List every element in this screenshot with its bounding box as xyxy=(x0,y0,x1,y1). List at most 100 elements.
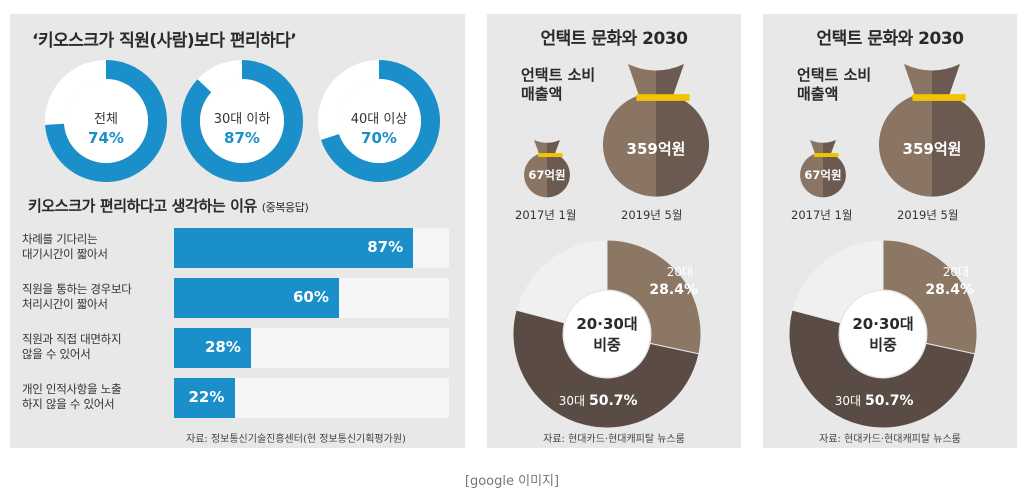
small-money-bag: 67억원 xyxy=(800,140,846,198)
large-money-bag: 359억원 xyxy=(602,64,710,197)
bag-tie xyxy=(912,94,966,101)
small-bag-date: 2017년 1월 xyxy=(515,208,577,222)
reason-1-line2: 대기시간이 짧아서 xyxy=(22,247,108,261)
donut-blue-segment xyxy=(180,60,303,182)
kiosk-panel: ‘키오스크가 직원(사람)보다 편리하다’ 전체 74% 30대 이하 87% … xyxy=(10,14,465,448)
reason-bar-2 xyxy=(174,278,339,318)
donut-under30-name: 30대 이하 xyxy=(213,112,271,127)
reason-bar-label-4: 22% xyxy=(188,388,225,406)
untact-title: 언택트 문화와 2030 xyxy=(540,29,689,49)
bag-light-half xyxy=(878,64,932,197)
donut-30s-segment xyxy=(512,309,700,429)
donut-over40-name: 40대 이상 xyxy=(350,112,408,127)
donut-under30-value: 87% xyxy=(224,129,260,147)
donut-20s-segment xyxy=(882,239,978,355)
reason-2-line2: 처리시간이 짧아서 xyxy=(22,297,108,311)
donut-30s-segment xyxy=(788,309,976,429)
seg30-value: 50.7% xyxy=(589,393,638,409)
kiosk-donuts xyxy=(44,60,440,182)
reason-4-line2: 하지 않을 수 있어서 xyxy=(22,397,115,411)
reason-3-line2: 않을 수 있어서 xyxy=(22,347,91,361)
donut-remaining-segment xyxy=(44,60,106,125)
reasons-subtitle-note: (중복응답) xyxy=(261,201,309,214)
reason-bar-track-2: 60% xyxy=(174,278,449,318)
bag-tie xyxy=(813,153,839,158)
untact-source: 자료: 현대카드·현대캐피탈 뉴스룸 xyxy=(819,434,961,445)
donut-other-segment xyxy=(791,239,884,324)
donut-hole xyxy=(337,79,421,163)
donut-center-line2: 비중 xyxy=(593,336,621,354)
sales-label-line2: 매출액 xyxy=(521,85,563,103)
bag-tie xyxy=(537,153,563,158)
donut-hole xyxy=(64,79,148,163)
donut-other-segment xyxy=(515,239,608,324)
reasons-subtitle: 키오스크가 편리하다고 생각하는 이유 (중복응답) xyxy=(28,195,309,216)
donut-blue-segment xyxy=(45,60,168,182)
bag-tie xyxy=(636,94,690,101)
reason-bar-1 xyxy=(174,228,414,268)
reason-3-line1: 직원과 직접 대면하지 xyxy=(22,332,122,346)
sales-label: 언택트 소비 매출액 xyxy=(797,66,871,104)
reason-bar-label-1: 87% xyxy=(367,238,404,256)
large-bag-date: 2019년 5월 xyxy=(621,208,683,222)
untact-title: 언택트 문화와 2030 xyxy=(816,29,965,49)
reason-label-3: 직원과 직접 대면하지 않을 수 있어서 xyxy=(22,332,174,362)
sales-label-line1: 언택트 소비 xyxy=(521,66,596,84)
donut-total-name: 전체 xyxy=(94,112,118,127)
seg30-label: 30대 xyxy=(559,394,585,408)
bag-dark-half xyxy=(932,64,986,197)
small-bag-date: 2017년 1월 xyxy=(791,208,853,222)
donut-20s-segment xyxy=(606,239,702,355)
reason-bar-4 xyxy=(174,378,235,418)
sales-label-line1: 언택트 소비 xyxy=(797,66,872,84)
reason-4-line1: 개인 인적사항을 노출 xyxy=(22,382,122,396)
image-caption: [google 이미지] xyxy=(464,474,560,489)
donut-remaining-segment xyxy=(197,60,242,93)
donut-center-line1: 20·30대 xyxy=(576,315,637,333)
donut-total-value: 74% xyxy=(88,129,124,147)
donut-center-line1: 20·30대 xyxy=(852,315,913,333)
donut-hole xyxy=(200,79,284,163)
donut-label-under30: 30대 이하 87% xyxy=(187,108,297,147)
seg20-label: 20대 xyxy=(943,265,969,279)
reason-label-1: 차례를 기다리는 대기시간이 짧아서 xyxy=(22,232,174,262)
donut-label-over40: 40대 이상 70% xyxy=(324,108,434,147)
bag-value-label: 67억원 xyxy=(804,168,841,182)
sales-label: 언택트 소비 매출액 xyxy=(521,66,595,104)
reason-bar-label-2: 60% xyxy=(293,288,329,306)
bag-value-label: 359억원 xyxy=(627,140,686,158)
seg20-label: 20대 xyxy=(667,265,693,279)
seg30-label: 30대 xyxy=(835,394,861,408)
reason-bar-track-3: 28% xyxy=(174,328,449,368)
small-money-bag: 67억원 xyxy=(524,140,570,198)
bag-dark-half xyxy=(656,64,710,197)
seg20-value: 28.4% xyxy=(649,282,698,298)
bag-value-label: 67억원 xyxy=(528,168,565,182)
seg30-value: 50.7% xyxy=(865,393,914,409)
kiosk-title: ‘키오스크가 직원(사람)보다 편리하다’ xyxy=(32,31,297,51)
reason-label-2: 직원을 통하는 경우보다 처리시간이 짧아서 xyxy=(22,282,174,312)
donut-blue-segment xyxy=(320,60,440,182)
donut-over40-value: 70% xyxy=(361,129,397,147)
reason-2-line1: 직원을 통하는 경우보다 xyxy=(22,282,132,296)
reasons-subtitle-text: 키오스크가 편리하다고 생각하는 이유 xyxy=(28,197,257,215)
donut-label-total: 전체 74% xyxy=(51,108,161,147)
bag-value-label: 359억원 xyxy=(903,140,962,158)
reason-1-line1: 차례를 기다리는 xyxy=(22,232,98,246)
donut-center xyxy=(564,291,650,377)
donut-remaining-segment xyxy=(318,60,379,140)
donut-center xyxy=(840,291,926,377)
bag-light-half xyxy=(602,64,656,197)
donut-center-line2: 비중 xyxy=(869,336,897,354)
reason-bar-track-4: 22% xyxy=(174,378,449,418)
reason-bar-label-3: 28% xyxy=(205,338,241,356)
reason-bar-track-1: 87% xyxy=(174,228,449,268)
kiosk-source: 자료: 정보통신기술진흥센터(현 정보통신기획평가원) xyxy=(186,434,406,445)
large-bag-date: 2019년 5월 xyxy=(897,208,959,222)
seg20-value: 28.4% xyxy=(925,282,974,298)
reason-label-4: 개인 인적사항을 노출 하지 않을 수 있어서 xyxy=(22,382,174,412)
